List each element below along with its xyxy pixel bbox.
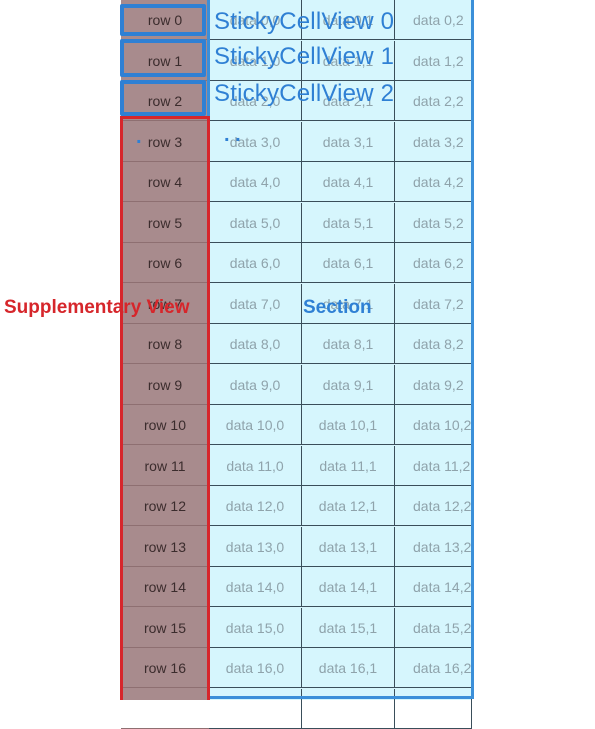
data-cell[interactable]: data 16,0 <box>209 648 302 688</box>
row-3-dot-marker: . <box>136 126 142 148</box>
data-cell[interactable]: data 15,0 <box>209 608 302 648</box>
data-cell[interactable]: data 6,0 <box>209 243 302 283</box>
sticky-row-header-0 <box>120 4 206 36</box>
sticky-row-header-1 <box>120 39 206 77</box>
data-cell[interactable]: data 4,0 <box>209 162 302 202</box>
data-cell[interactable]: data 9,1 <box>302 365 395 405</box>
data-cell[interactable]: data 8,1 <box>302 324 395 364</box>
sticky-cell-view-0-label: StickyCellView 0 <box>214 8 395 35</box>
row-header-cell[interactable]: row 11 <box>121 446 209 486</box>
data-cell[interactable]: data 9,0 <box>209 365 302 405</box>
row-header-cell[interactable]: row 12 <box>121 486 209 526</box>
row-header-cell[interactable]: row 3 <box>121 122 209 162</box>
data-cell[interactable]: data 0,1 <box>302 0 395 40</box>
row-header-cell[interactable]: row 6 <box>121 243 209 283</box>
diagram-canvas: row 0 row 1 row 2 row 3 row 4 row 5 row 6 row 7… <box>4 0 474 729</box>
data-3-0-dots-marker: . . <box>224 124 241 146</box>
data-cell[interactable]: data 2,0 <box>209 81 302 121</box>
data-cell[interactable]: data 14,0 <box>209 567 302 607</box>
row-header-cell[interactable]: row 9 <box>121 365 209 405</box>
data-cell[interactable]: data 4,1 <box>302 162 395 202</box>
data-cell[interactable]: data 13,0 <box>209 527 302 567</box>
row-header-cell[interactable]: row 8 <box>121 324 209 364</box>
row-header-cell[interactable]: row 16 <box>121 648 209 688</box>
data-cell[interactable]: data 0,0 <box>209 0 302 40</box>
row-header-cell[interactable]: row 5 <box>121 203 209 243</box>
row-header-cell[interactable]: row 4 <box>121 162 209 202</box>
data-cell[interactable]: data 16,1 <box>302 648 395 688</box>
data-cell[interactable]: data 7,0 <box>209 284 302 324</box>
row-header-cell[interactable]: row 13 <box>121 527 209 567</box>
data-cell[interactable]: data 5,0 <box>209 203 302 243</box>
data-cell[interactable]: data 8,0 <box>209 324 302 364</box>
data-grid: data 0,0 data 0,1 data 0,2 data 1,0 data 1,1… <box>209 0 472 729</box>
row-header-cell[interactable]: row 7 <box>121 284 209 324</box>
data-cell[interactable]: data 10,0 <box>209 405 302 445</box>
sticky-cell-view-2-label: StickyCellView 2 <box>214 80 395 107</box>
data-cell[interactable]: data 13,1 <box>302 527 395 567</box>
data-cell[interactable]: data 1,0 <box>209 41 302 81</box>
section-label: Section <box>303 297 372 318</box>
data-cell[interactable]: data 10,1 <box>302 405 395 445</box>
supplementary-view-label: Supplementary View <box>4 297 190 318</box>
row-header-cell[interactable]: row 15 <box>121 608 209 648</box>
data-cell[interactable]: data 2,1 <box>302 81 395 121</box>
sticky-row-header-2 <box>120 80 206 116</box>
data-cell[interactable]: data 7,1 <box>302 284 395 324</box>
data-cell[interactable]: data 5,1 <box>302 203 395 243</box>
data-cell[interactable]: data 12,1 <box>302 486 395 526</box>
data-cell[interactable]: data 11,0 <box>209 446 302 486</box>
data-cell[interactable]: data 3,1 <box>302 122 395 162</box>
row-header-cell[interactable]: row 2 <box>121 81 209 121</box>
data-cell[interactable]: data 1,1 <box>302 41 395 81</box>
data-cell[interactable]: data 15,1 <box>302 608 395 648</box>
sticky-cell-view-1-label: StickyCellView 1 <box>214 43 395 70</box>
data-cell[interactable]: data 3,0 <box>209 122 302 162</box>
data-cell[interactable]: data 12,0 <box>209 486 302 526</box>
row-header-cell[interactable]: row 10 <box>121 405 209 445</box>
supplementary-view-outline <box>120 116 210 700</box>
data-cell[interactable]: data 6,1 <box>302 243 395 283</box>
row-header-cell[interactable]: row 14 <box>121 567 209 607</box>
data-cell[interactable]: data 11,1 <box>302 446 395 486</box>
data-cell[interactable]: data 14,1 <box>302 567 395 607</box>
